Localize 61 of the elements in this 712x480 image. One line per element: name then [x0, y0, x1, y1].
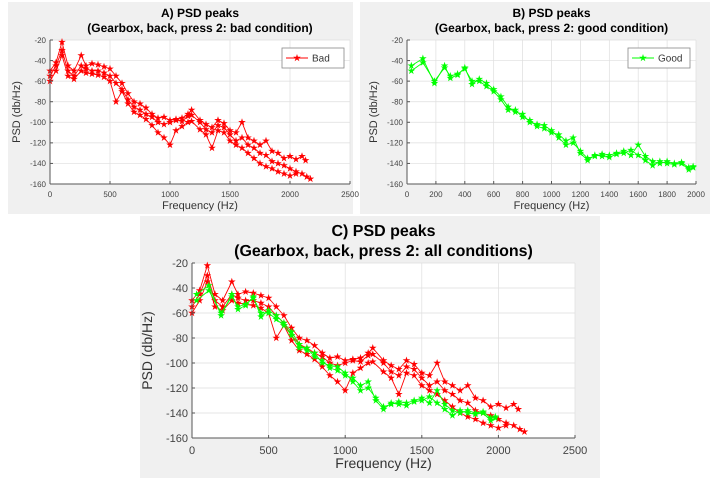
y-tick-label: -120	[386, 138, 404, 148]
x-axis-title: Frequency (Hz)	[162, 200, 238, 212]
y-axis-title: PSD (db/Hz)	[11, 81, 23, 143]
y-tick-label: -160	[166, 432, 188, 445]
x-tick-label: 1000	[161, 190, 180, 199]
x-tick-label: 0	[188, 445, 196, 457]
x-tick-label: 0	[404, 190, 410, 199]
y-tick-label: -20	[172, 258, 188, 270]
x-tick-label: 2500	[562, 445, 588, 457]
x-tick-label: 2000	[281, 190, 300, 199]
chart-title: B) PSD peaks	[512, 6, 591, 20]
y-tick-label: -60	[391, 76, 404, 86]
x-tick-label: 1200	[572, 190, 590, 199]
chart-subtitle: (Gearbox, back, press 2: good condition)	[434, 21, 668, 35]
y-tick-label: -80	[34, 98, 47, 107]
y-tick-label: -120	[166, 382, 188, 395]
x-tick-label: 800	[516, 190, 530, 199]
x-tick-label: 400	[458, 190, 472, 199]
y-tick-label: -60	[172, 308, 188, 320]
x-tick-label: 1800	[658, 190, 677, 199]
y-tick-label: -140	[166, 408, 188, 420]
x-tick-label: 1000	[542, 190, 561, 199]
x-tick-label: 600	[487, 190, 501, 199]
x-tick-label: 1400	[600, 190, 619, 199]
legend-label: Bad	[312, 54, 330, 64]
x-tick-label: 500	[103, 190, 118, 199]
chart-subtitle: (Gearbox, back, press 2: all conditions)	[234, 243, 533, 260]
y-tick-label: -20	[34, 36, 47, 45]
y-tick-label: -20	[391, 36, 404, 45]
legend-label: Good	[658, 54, 682, 64]
x-tick-label: 200	[429, 190, 444, 199]
x-tick-label: 2500	[341, 190, 360, 199]
x-tick-label: 1500	[221, 190, 240, 199]
x-tick-label: 1600	[629, 190, 648, 199]
x-axis-title: Frequency (Hz)	[514, 200, 590, 212]
x-tick-label: 2000	[687, 190, 706, 199]
chart-title: A) PSD peaks	[160, 6, 240, 20]
y-tick-label: -140	[386, 159, 404, 168]
y-tick-label: -40	[34, 56, 47, 66]
y-axis-title: PSD (db/Hz)	[139, 311, 155, 390]
y-tick-label: -120	[30, 138, 47, 148]
x-tick-label: 500	[259, 445, 278, 457]
y-tick-label: -140	[30, 159, 47, 168]
chart-title: C) PSD peaks	[331, 223, 436, 240]
y-tick-label: -80	[391, 98, 404, 107]
y-tick-label: -160	[30, 180, 47, 189]
y-tick-label: -100	[30, 118, 47, 128]
x-tick-label: 2000	[486, 445, 511, 457]
chart-subtitle: (Gearbox, back, press 2: bad condition)	[87, 21, 313, 35]
y-tick-label: -40	[172, 282, 188, 295]
y-tick-label: -100	[386, 118, 404, 128]
y-axis-title: PSD (db/Hz)	[368, 81, 380, 143]
y-tick-label: -80	[172, 332, 188, 345]
y-tick-label: -100	[166, 358, 188, 370]
y-tick-label: -40	[391, 56, 404, 66]
x-axis-title: Frequency (Hz)	[335, 455, 432, 471]
y-tick-label: -160	[386, 180, 404, 189]
y-tick-label: -60	[34, 76, 47, 86]
x-tick-label: 1000	[332, 445, 358, 457]
x-tick-label: 1500	[410, 445, 434, 457]
x-tick-label: 0	[48, 190, 53, 199]
